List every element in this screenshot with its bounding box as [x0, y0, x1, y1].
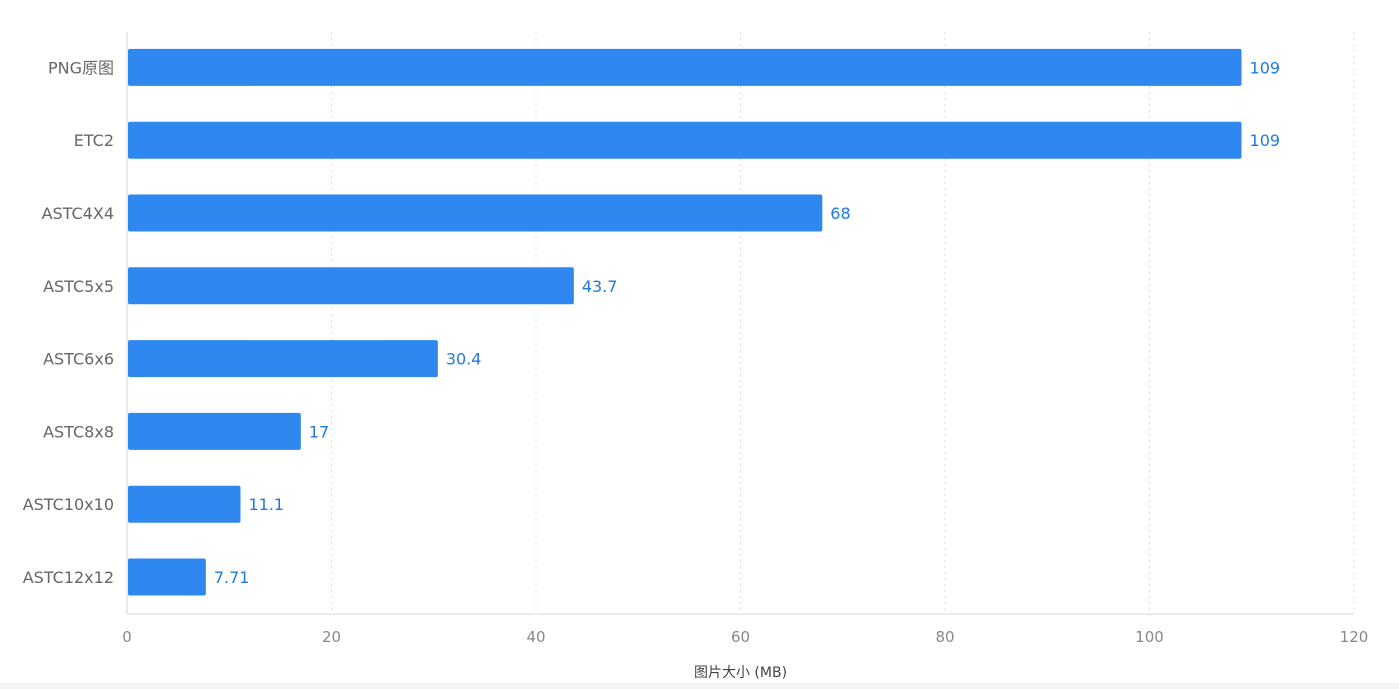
axes	[126, 32, 1354, 615]
bar	[128, 48, 1242, 86]
bar	[128, 485, 241, 523]
category-label: ASTC8x8	[43, 422, 114, 441]
value-label: 43.7	[582, 277, 618, 296]
bars	[128, 48, 1242, 596]
category-label: ASTC5x5	[43, 277, 114, 296]
bar	[128, 267, 574, 305]
category-label: ASTC6x6	[43, 350, 114, 369]
category-label: ASTC12x12	[23, 568, 114, 587]
x-tick-label: 40	[526, 628, 545, 646]
bar	[128, 340, 438, 378]
bar	[128, 194, 823, 232]
value-label: 11.1	[248, 495, 284, 514]
category-label: ASTC10x10	[23, 495, 114, 514]
x-tick-label: 20	[322, 628, 341, 646]
bar	[128, 558, 206, 596]
x-tick-label: 100	[1135, 628, 1164, 646]
value-label: 30.4	[446, 350, 482, 369]
value-label: 68	[830, 204, 850, 223]
x-tick-label: 80	[935, 628, 954, 646]
bar	[128, 121, 1242, 159]
x-tick-label: 0	[122, 628, 132, 646]
x-axis-title: 图片大小 (MB)	[694, 665, 787, 681]
value-label: 17	[309, 422, 329, 441]
x-tick-label: 120	[1340, 628, 1369, 646]
category-label: ASTC4X4	[42, 204, 114, 223]
bottom-strip	[0, 683, 1399, 689]
grid-lines	[331, 32, 1355, 614]
category-label: PNG原图	[48, 58, 114, 77]
value-label: 109	[1250, 58, 1281, 77]
value-label: 109	[1250, 131, 1281, 150]
value-label: 7.71	[214, 568, 250, 587]
x-tick-label: 60	[731, 628, 750, 646]
category-label: ETC2	[74, 131, 114, 150]
labels: 0 20 40 60 80 100 120 PNG原图 109 ETC2 109 ASTC4X4 68 A…	[23, 58, 1369, 646]
bar	[128, 412, 301, 450]
